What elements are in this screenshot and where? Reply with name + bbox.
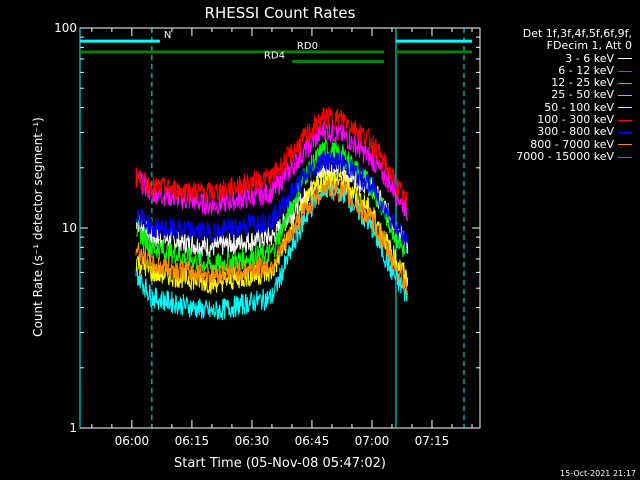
x-tick-label: 06:45 [295, 434, 330, 448]
chart-title: RHESSI Count Rates [205, 4, 356, 22]
legend-swatch [618, 70, 632, 72]
series-line-5 [135, 106, 409, 210]
x-tick-label: 06:15 [175, 434, 210, 448]
legend-swatch [618, 119, 632, 121]
annotation-bars: N RD0 RD4 [80, 30, 472, 63]
series-lines [135, 106, 409, 321]
legend-item: 50 - 100 keV [480, 100, 632, 114]
legend-header-line-1: Det 1f,3f,4f,5f,6f,9f, [522, 27, 632, 40]
legend-label: 100 - 300 keV [537, 113, 614, 127]
legend-swatch [618, 144, 632, 146]
legend-swatch [618, 132, 632, 134]
annotation-label: N [164, 30, 171, 41]
legend-label: 12 - 25 keV [551, 76, 614, 90]
legend-item: 300 - 800 keV [480, 126, 632, 138]
series-line-1 [135, 121, 409, 221]
legend-swatch [618, 95, 632, 97]
legend-item: 7000 - 15000 keV [480, 149, 632, 163]
legend-label: 50 - 100 keV [544, 100, 614, 114]
legend-label: 6 - 12 keV [558, 63, 614, 77]
y-tick-label: 100 [54, 21, 77, 35]
legend-label: 7000 - 15000 keV [516, 149, 614, 163]
axes: 1 10 100 06:00 06:15 06:30 06:45 07:00 07:15 [54, 21, 481, 448]
legend-label: 25 - 50 keV [551, 88, 614, 102]
legend: Det 1f,3f,4f,5f,6f,9f, FDecim 1, Att 0 3… [480, 27, 632, 164]
legend-label: 800 - 7000 keV [530, 137, 614, 151]
x-axis-label: Start Time (05-Nov-08 05:47:02) [174, 456, 386, 471]
legend-swatch [618, 82, 632, 84]
legend-item: 6 - 12 keV [480, 63, 632, 77]
legend-label: 3 - 6 keV [565, 51, 614, 65]
legend-item: 100 - 300 keV [480, 113, 632, 127]
y-axis-label: Count Rate (s⁻¹ detector segment⁻¹) [31, 117, 45, 337]
annotation-label: RD4 [264, 50, 285, 61]
legend-swatch [618, 156, 632, 158]
y-tick-label: 1 [69, 421, 77, 435]
legend-item: 3 - 6 keV [480, 51, 632, 65]
legend-swatch [618, 58, 632, 60]
y-tick-label: 10 [62, 221, 77, 235]
legend-swatch [618, 107, 632, 109]
x-tick-label: 06:30 [235, 434, 270, 448]
legend-label: 300 - 800 keV [537, 125, 614, 139]
x-tick-label: 07:00 [355, 434, 390, 448]
legend-item: 12 - 25 keV [480, 76, 632, 90]
legend-header-line-2: FDecim 1, Att 0 [546, 39, 632, 53]
x-tick-label: 07:15 [415, 434, 450, 448]
x-tick-label: 06:00 [115, 434, 150, 448]
footer-timestamp: 15-Oct-2021 21:17 [560, 469, 636, 478]
series-line-6 [135, 150, 409, 254]
legend-rows: 3 - 6 keV 6 - 12 keV 12 - 25 keV 25 - 50 ke… [480, 51, 632, 164]
legend-item: 800 - 7000 keV [480, 137, 632, 151]
series-line-0 [135, 160, 409, 258]
annotation-label: RD0 [297, 41, 318, 52]
legend-item: 25 - 50 keV [480, 89, 632, 101]
series-line-7 [135, 177, 409, 297]
